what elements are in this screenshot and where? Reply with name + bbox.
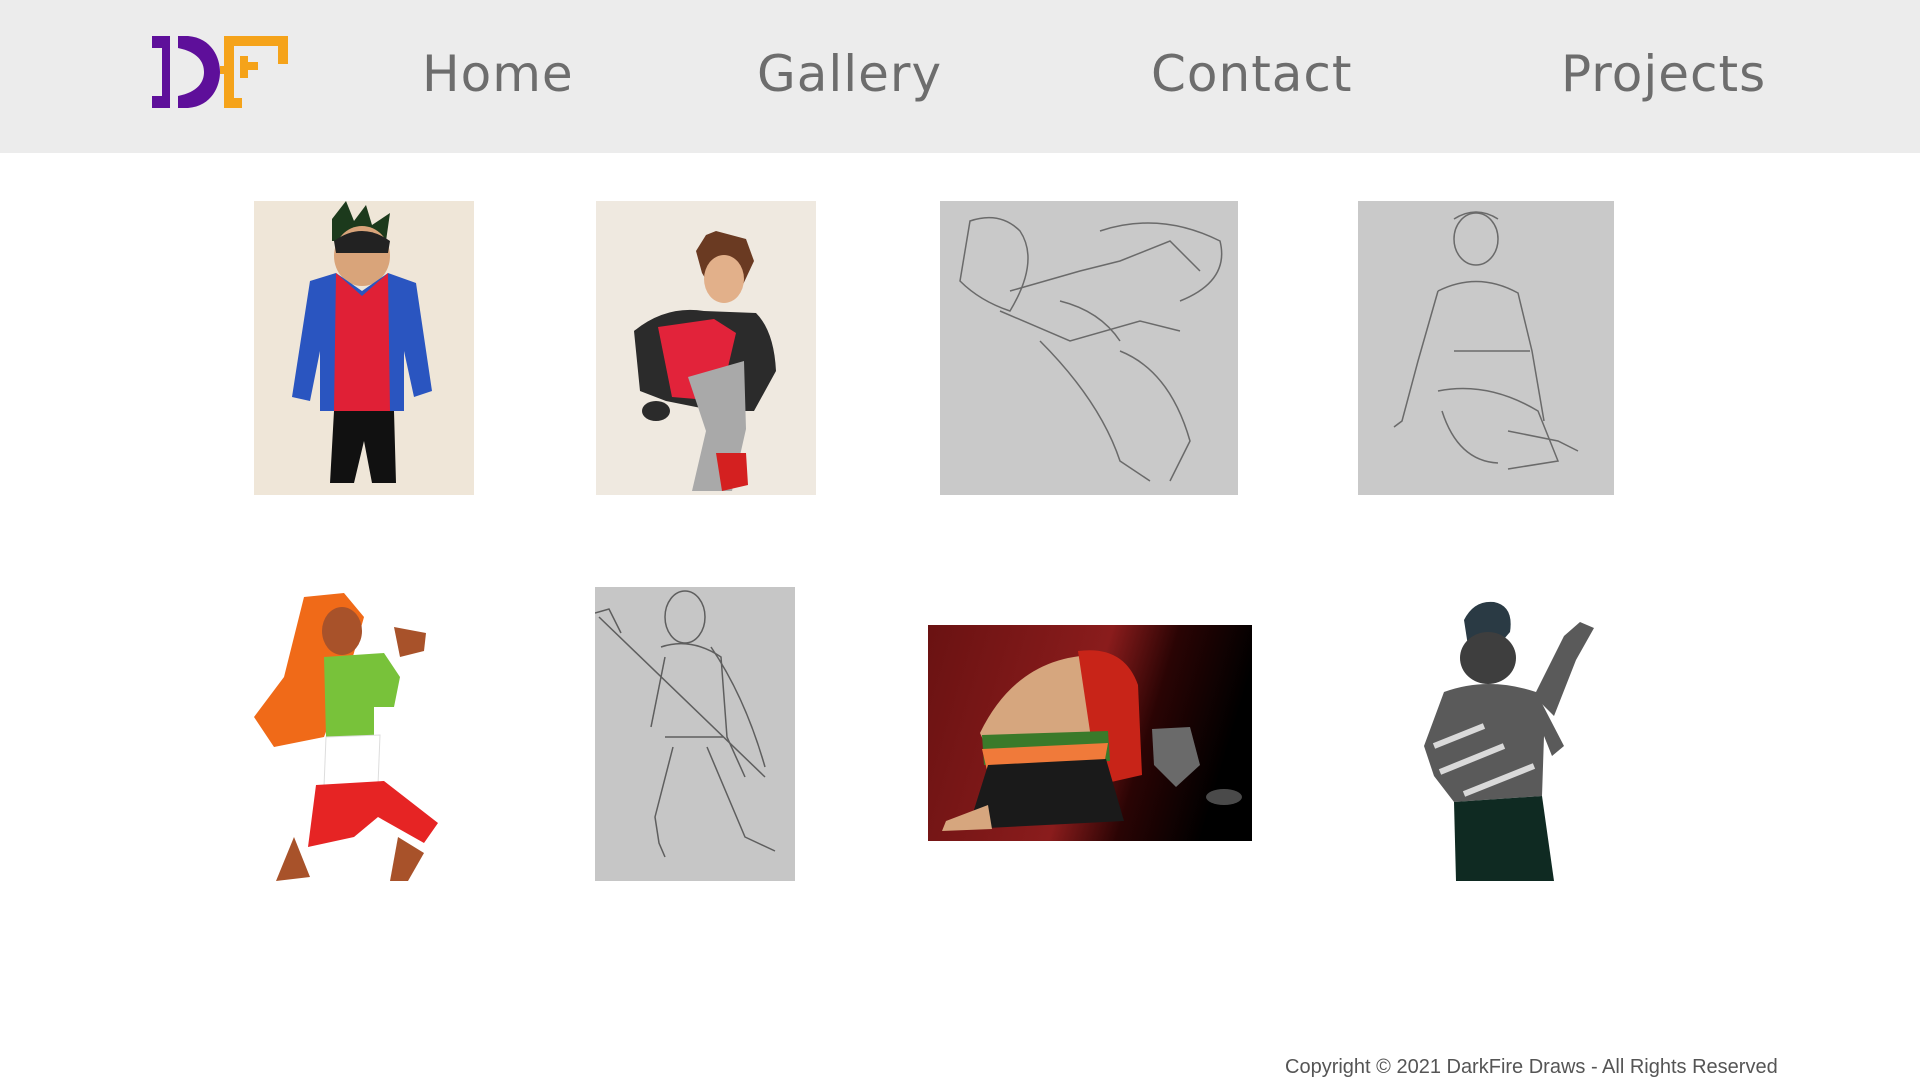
gallery-image-sitting-character[interactable] <box>596 201 816 495</box>
gallery-image-reclining-sketch[interactable] <box>940 201 1238 495</box>
darkfire-logo[interactable] <box>150 32 290 112</box>
nav-home-link[interactable]: Home <box>422 45 574 103</box>
gallery-image-seated-sketch[interactable] <box>1358 201 1614 495</box>
nav-projects-link[interactable]: Projects <box>1561 45 1767 103</box>
nav-contact-link[interactable]: Contact <box>1151 45 1353 103</box>
nav-gallery-link[interactable]: Gallery <box>757 45 943 103</box>
gallery-image-blue-jacket-character[interactable] <box>254 201 474 495</box>
gallery-image-orange-hair-character[interactable] <box>254 587 474 881</box>
gallery-image-kneeling-digital[interactable] <box>928 625 1252 841</box>
copyright-text: Copyright © 2021 DarkFire Draws - All Ri… <box>1285 1056 1778 1078</box>
gallery-image-grey-werewolf-digital[interactable] <box>1404 596 1604 881</box>
site-header: Home Gallery Contact Projects <box>0 0 1920 153</box>
gallery-image-spear-sketch[interactable] <box>595 587 795 881</box>
